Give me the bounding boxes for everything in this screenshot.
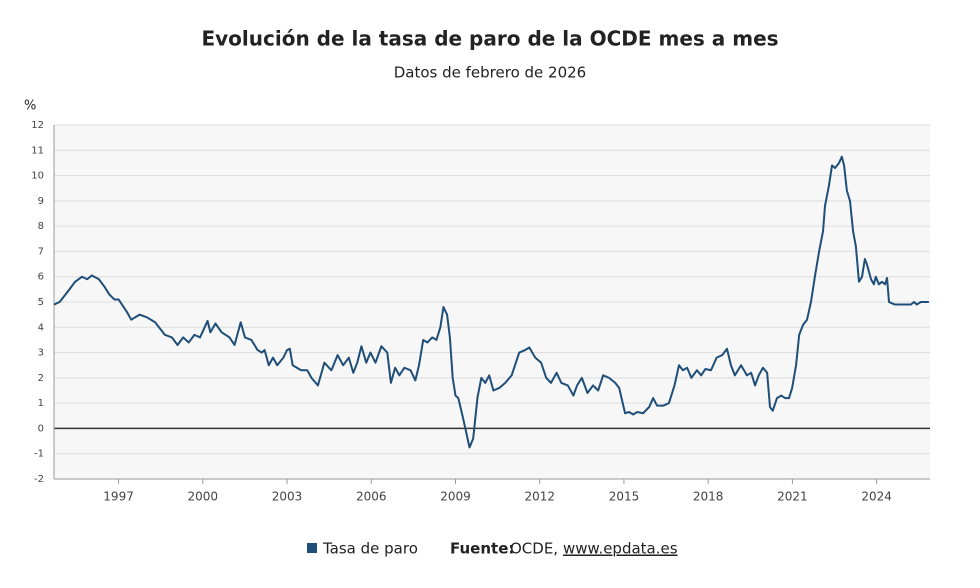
y-tick-label: 5	[38, 297, 44, 308]
chart-subtitle: Datos de febrero de 2026	[394, 64, 586, 82]
source-text: OCDE,	[510, 540, 558, 558]
y-tick-label: 4	[38, 322, 44, 333]
y-tick-label: 0	[38, 423, 44, 434]
line-series	[53, 155, 929, 449]
y-tick-label: 7	[38, 246, 44, 257]
y-tick-label: 2	[38, 373, 44, 384]
x-tick-label: 2018	[693, 490, 724, 504]
source-link[interactable]: www.epdata.es	[563, 540, 678, 558]
x-tick-label: 2000	[188, 490, 219, 504]
x-tick-label: 2012	[524, 490, 555, 504]
chart-title: Evolución de la tasa de paro de la OCDE …	[201, 27, 778, 51]
y-tick-label: 12	[31, 120, 44, 131]
x-tick-label: 2006	[356, 490, 387, 504]
y-tick-label: 6	[38, 272, 44, 283]
y-tick-label: 9	[38, 196, 44, 207]
x-tick-label: 1997	[103, 490, 134, 504]
y-tick-label: 10	[31, 171, 44, 182]
x-tick-label: 2015	[609, 490, 640, 504]
source-label: Fuente:	[450, 540, 514, 558]
y-tick-label: -1	[34, 449, 44, 460]
x-tick-label: 2021	[777, 490, 808, 504]
y-tick-label: -2	[34, 474, 44, 485]
x-tick-label: 2024	[861, 490, 892, 504]
y-axis-label: %	[24, 99, 36, 114]
legend-swatch	[307, 543, 317, 553]
legend-label: Tasa de paro	[322, 540, 418, 558]
y-tick-label: 1	[38, 398, 44, 409]
y-tick-label: 8	[38, 221, 44, 232]
y-tick-label: 11	[31, 145, 44, 156]
y-tick-label: 3	[38, 348, 44, 359]
x-tick-label: 2003	[272, 490, 303, 504]
legend: Tasa de paro Fuente: OCDE, www.epdata.es	[307, 540, 678, 558]
x-tick-label: 2009	[440, 490, 471, 504]
